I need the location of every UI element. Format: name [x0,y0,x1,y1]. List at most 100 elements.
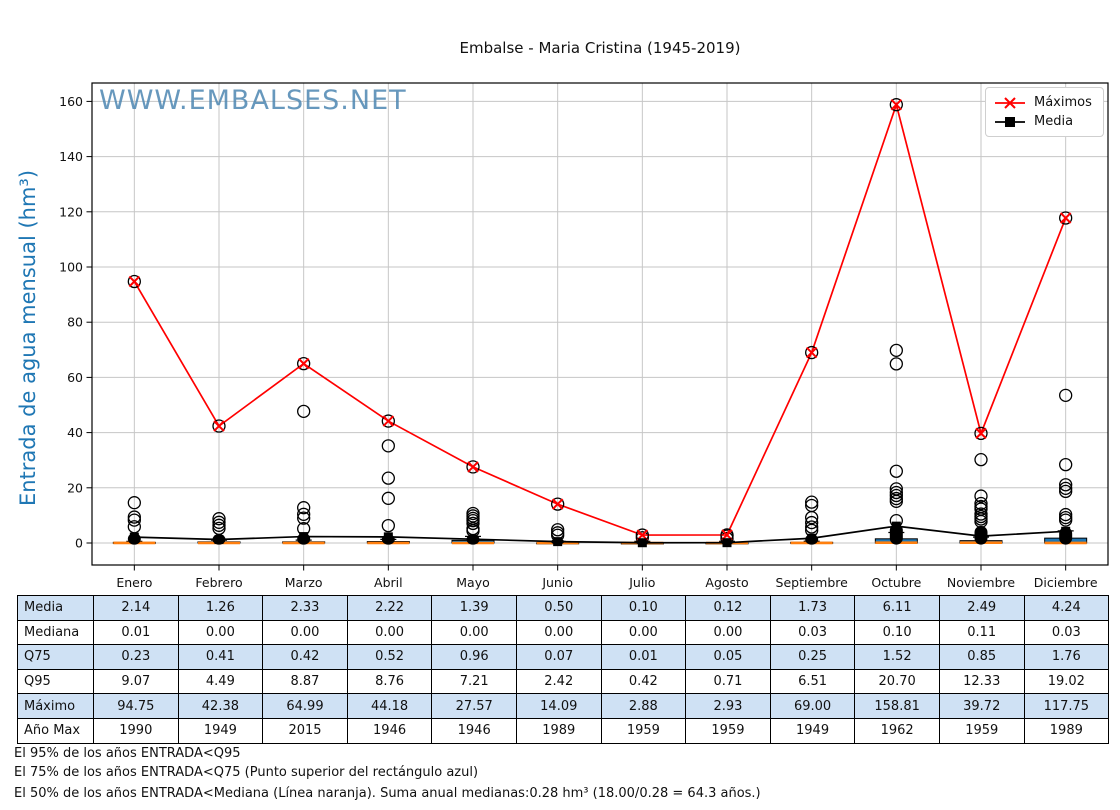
y-tick-label: 60 [67,370,83,385]
footer-note-q75: El 75% de los años ENTRADA<Q75 (Punto su… [14,765,479,780]
table-cell: 0.23 [93,644,179,670]
table-cell: 0.00 [177,619,264,646]
table-cell: 1.76 [1023,644,1110,670]
boxplot-chart: 0 20 40 60 80 100 120 140 160 Enero Febrero Marzo Ab… [59,82,1109,590]
y-tick-label: 80 [67,315,83,330]
y-tick-label: 100 [59,260,83,275]
legend-label-maximos: Máximos [1034,95,1092,110]
table-cell: 2.88 [600,693,687,719]
outlier-points [127,343,1073,546]
table-cell: 2.22 [346,595,433,621]
table-cell: 1.26 [177,595,264,621]
table-cell: 1959 [685,717,771,744]
x-tick-label: Enero [116,575,152,590]
x-tick-label: Agosto [705,575,748,590]
row-label: Año Max [17,717,94,744]
y-tick-label: 40 [67,425,83,440]
x-tick-label: Julio [628,575,655,590]
table-cell: 0.42 [600,668,687,695]
table-cell: 0.00 [600,619,687,646]
y-tick-label: 160 [59,94,83,109]
x-tick-label: Mayo [456,575,490,590]
table-cell: 12.33 [938,668,1025,695]
y-tick-label: 20 [67,480,83,495]
table-cell: 19.02 [1023,668,1110,695]
x-tick-label: Diciembre [1034,575,1098,590]
table-cell: 0.03 [769,619,856,646]
table-cell: 0.07 [515,644,602,670]
table-cell: 4.24 [1023,595,1110,621]
table-row-mediana: Mediana 0.01 0.00 0.00 0.00 0.00 0.00 0.00 0.00 0… [17,619,1110,646]
table-row-año-max: Año Max 1990 1949 2015 1946 1946 1989 1959 1959 1… [17,717,1110,744]
y-tick-label: 140 [59,149,83,164]
table-cell: 0.10 [600,595,687,621]
axes-frame [91,82,1109,566]
table-cell: 42.38 [177,693,264,719]
table-cell: 7.21 [431,668,517,695]
table-row-máximo: Máximo 94.75 42.38 64.99 44.18 27.57 14.09 2.88… [17,693,1110,719]
table-cell: 2.42 [515,668,602,695]
table-cell: 0.42 [262,644,348,670]
x-tick-label: Noviembre [947,575,1016,590]
table-cell: 0.00 [685,619,771,646]
table-cell: 0.71 [685,668,771,695]
table-cell: 0.00 [515,619,602,646]
media-series [129,521,1071,548]
table-cell: 6.11 [854,595,940,621]
media-line-square-icon [995,116,1025,127]
table-cell: 158.81 [854,693,940,719]
row-label: Q95 [17,668,94,695]
table-row-media: Media 2.14 1.26 2.33 2.22 1.39 0.50 0.10 0.12 1.7… [17,595,1110,621]
table-cell: 94.75 [93,693,179,719]
table-cell: 20.70 [854,668,940,695]
table-cell: 0.01 [600,644,687,670]
table-cell: 0.00 [262,619,348,646]
chart-legend: Máximos Media [985,87,1104,137]
table-cell: 1989 [1023,717,1110,744]
table-cell: 44.18 [346,693,433,719]
x-tick-label: Marzo [285,575,323,590]
table-cell: 8.87 [262,668,348,695]
stats-table: Media 2.14 1.26 2.33 2.22 1.39 0.50 0.10 0.12 1.7… [17,595,1110,744]
table-cell: 1949 [769,717,856,744]
footer-note-mediana: El 50% de los años ENTRADA<Mediana (Líne… [14,786,761,801]
table-cell: 1.73 [769,595,856,621]
table-cell: 2.49 [938,595,1025,621]
table-cell: 2.33 [262,595,348,621]
table-cell: 2015 [262,717,348,744]
row-label: Q75 [17,644,94,670]
table-cell: 1.52 [854,644,940,670]
table-cell: 0.12 [685,595,771,621]
x-tick-label: Febrero [195,575,242,590]
row-label: Media [17,595,94,621]
table-cell: 2.93 [685,693,771,719]
x-tick-label: Septiembre [776,575,849,590]
table-row-q95: Q95 9.07 4.49 8.87 8.76 7.21 2.42 0.42 0.71 6.51 2… [17,668,1110,695]
axis-ticks: 0 20 40 60 80 100 120 140 160 Enero Febrero Marzo Ab… [59,94,1098,590]
table-cell: 69.00 [769,693,856,719]
table-cell: 1.39 [431,595,517,621]
table-cell: 14.09 [515,693,602,719]
table-cell: 1989 [515,717,602,744]
maximos-series [127,98,1073,542]
table-cell: 39.72 [938,693,1025,719]
table-cell: 0.52 [346,644,433,670]
table-cell: 6.51 [769,668,856,695]
table-cell: 1949 [177,717,264,744]
y-tick-label: 120 [59,204,83,219]
footer-note-q95: El 95% de los años ENTRADA<Q95 [14,746,241,761]
table-cell: 64.99 [262,693,348,719]
y-axis-label: Entrada de agua mensual (hm³) [16,169,40,507]
table-cell: 1946 [346,717,433,744]
table-cell: 1959 [600,717,687,744]
y-tick-label: 0 [75,536,83,551]
table-cell: 0.11 [938,619,1025,646]
table-cell: 0.00 [346,619,433,646]
table-cell: 1990 [93,717,179,744]
x-tick-label: Abril [374,575,403,590]
legend-label-media: Media [1034,114,1074,129]
table-cell: 0.96 [431,644,517,670]
table-cell: 0.85 [938,644,1025,670]
row-label: Máximo [17,693,94,719]
table-cell: 0.25 [769,644,856,670]
